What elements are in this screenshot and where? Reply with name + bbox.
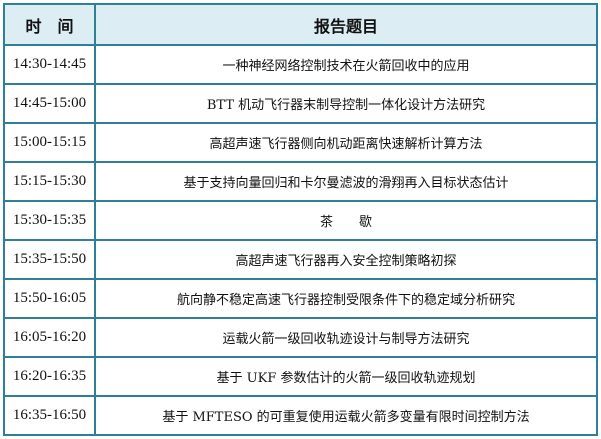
time-cell: 16:20-16:35 xyxy=(3,356,96,397)
table-row: 15:00-15:15 高超声速飞行器侧向机动距离快速解析计算方法 xyxy=(3,122,598,163)
time-cell: 16:05-16:20 xyxy=(3,317,96,358)
header-row: 时 间 报告题目 xyxy=(3,3,598,46)
time-header: 时 间 xyxy=(3,3,96,46)
title-cell: 高超声速飞行器再入安全控制策略初探 xyxy=(94,239,598,280)
table-row: 15:50-16:05 航向静不稳定高速飞行器控制受限条件下的稳定域分析研究 xyxy=(3,278,598,319)
time-cell: 15:15-15:30 xyxy=(3,161,96,202)
title-cell: 航向静不稳定高速飞行器控制受限条件下的稳定域分析研究 xyxy=(94,278,598,319)
title-cell: 基于 UKF 参数估计的火箭一级回收轨迹规划 xyxy=(94,356,598,397)
table-row: 15:30-15:35 茶 歇 xyxy=(3,200,598,241)
table-row: 16:35-16:50 基于 MFTESO 的可重复使用运载火箭多变量有限时间控制… xyxy=(3,395,598,436)
time-cell: 15:50-16:05 xyxy=(3,278,96,319)
title-cell: 运载火箭一级回收轨迹设计与制导方法研究 xyxy=(94,317,598,358)
schedule-table: 时 间 报告题目 14:30-14:45 一种神经网络控制技术在火箭回收中的应用 1… xyxy=(3,3,598,436)
time-cell: 14:45-15:00 xyxy=(3,83,96,124)
title-cell: 基于 MFTESO 的可重复使用运载火箭多变量有限时间控制方法 xyxy=(94,395,598,436)
table-row: 15:35-15:50 高超声速飞行器再入安全控制策略初探 xyxy=(3,239,598,280)
time-cell: 16:35-16:50 xyxy=(3,395,96,436)
title-cell: 一种神经网络控制技术在火箭回收中的应用 xyxy=(94,44,598,85)
table-row: 16:20-16:35 基于 UKF 参数估计的火箭一级回收轨迹规划 xyxy=(3,356,598,397)
title-cell: 茶 歇 xyxy=(94,200,598,241)
title-cell: BTT 机动飞行器末制导控制一体化设计方法研究 xyxy=(94,83,598,124)
time-cell: 14:30-14:45 xyxy=(3,44,96,85)
table-row: 16:05-16:20 运载火箭一级回收轨迹设计与制导方法研究 xyxy=(3,317,598,358)
table-row: 15:15-15:30 基于支持向量回归和卡尔曼滤波的滑翔再入目标状态估计 xyxy=(3,161,598,202)
time-cell: 15:30-15:35 xyxy=(3,200,96,241)
time-cell: 15:35-15:50 xyxy=(3,239,96,280)
title-cell: 基于支持向量回归和卡尔曼滤波的滑翔再入目标状态估计 xyxy=(94,161,598,202)
time-cell: 15:00-15:15 xyxy=(3,122,96,163)
title-cell: 高超声速飞行器侧向机动距离快速解析计算方法 xyxy=(94,122,598,163)
title-header: 报告题目 xyxy=(94,3,598,46)
table-row: 14:30-14:45 一种神经网络控制技术在火箭回收中的应用 xyxy=(3,44,598,85)
table-row: 14:45-15:00 BTT 机动飞行器末制导控制一体化设计方法研究 xyxy=(3,83,598,124)
